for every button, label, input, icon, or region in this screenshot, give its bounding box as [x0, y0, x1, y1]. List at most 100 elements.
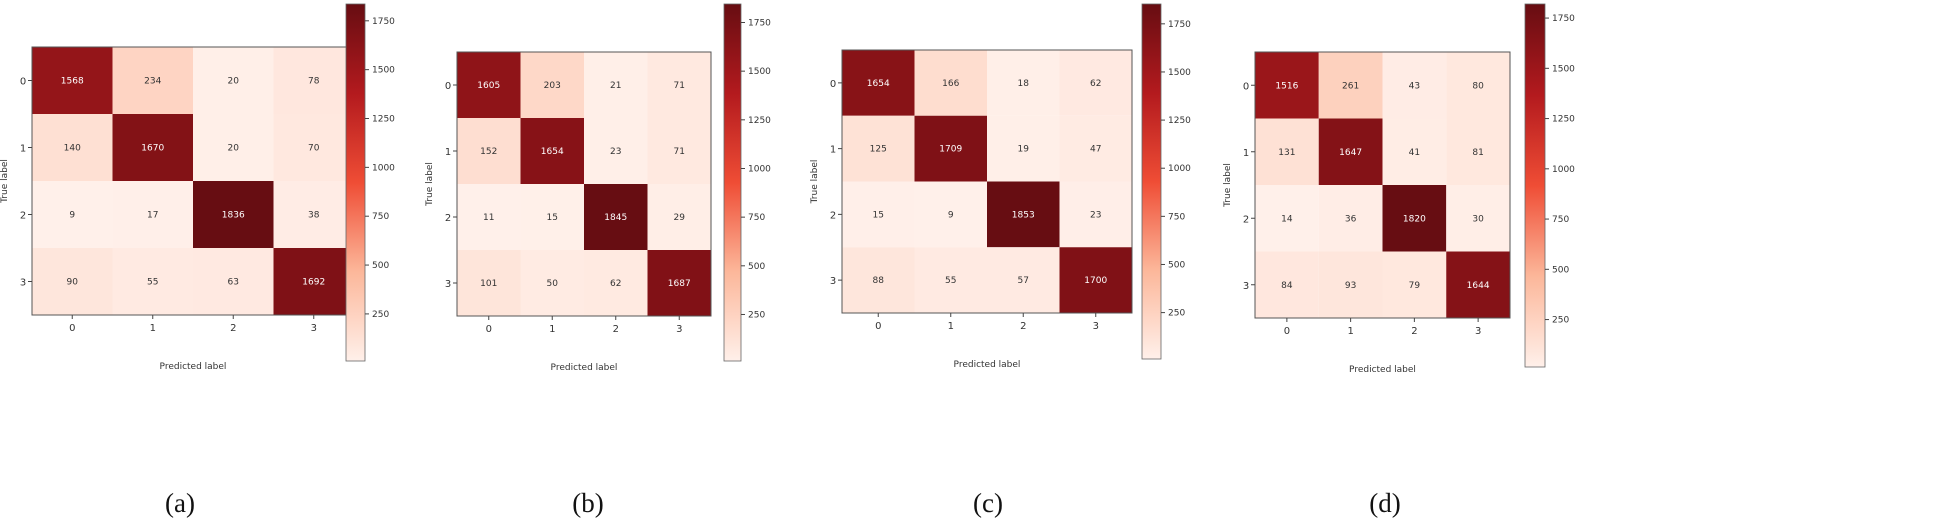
cell-value-label: 1516: [1275, 81, 1298, 91]
x-axis-label: Predicted label: [160, 362, 227, 372]
heatmap-cell: [842, 181, 915, 248]
heatmap-cell: [1382, 185, 1447, 252]
cell-value-label: 30: [1472, 214, 1484, 224]
cell-value-label: 63: [228, 278, 239, 288]
cell-value-label: 15: [873, 210, 884, 220]
heatmap-cell: [112, 47, 193, 114]
cell-value-label: 1644: [1467, 281, 1490, 291]
cell-value-label: 81: [1472, 148, 1483, 158]
panel-caption: (c): [973, 488, 1003, 518]
heatmap-cell: [1382, 251, 1447, 318]
cell-value-label: 1836: [222, 211, 245, 221]
colorbar-tick-label: 1000: [748, 164, 771, 174]
cell-value-label: 1709: [939, 145, 962, 155]
heatmap-cell: [1255, 251, 1319, 318]
colorbar-tick-label: 750: [1552, 215, 1569, 225]
cell-value-label: 23: [610, 147, 621, 157]
cell-value-label: 20: [228, 144, 240, 154]
heatmap-cell: [987, 247, 1060, 313]
heatmap-cell: [584, 184, 648, 250]
cell-value-label: 71: [674, 81, 685, 91]
heatmap-cell: [914, 50, 987, 116]
cell-value-label: 47: [1090, 145, 1101, 155]
cell-value-label: 70: [308, 144, 320, 154]
heatmap-cell: [1255, 52, 1319, 119]
cell-value-label: 17: [147, 211, 158, 221]
colorbar-tick-label: 500: [372, 261, 389, 271]
heatmap-cell: [1255, 118, 1319, 185]
x-tick-label: 0: [1284, 326, 1290, 337]
heatmap-cell: [193, 248, 274, 315]
heatmap-cell: [520, 184, 584, 250]
heatmap-cell: [520, 52, 584, 118]
heatmap-cell: [32, 114, 113, 181]
heatmap-cell: [987, 115, 1060, 182]
y-tick-label: 2: [445, 213, 451, 224]
cell-value-label: 57: [1018, 276, 1029, 286]
colorbar-tick-label: 750: [1168, 212, 1185, 222]
heatmap-cell: [1446, 251, 1510, 318]
cell-value-label: 29: [674, 213, 686, 223]
heatmap-cell: [842, 247, 915, 313]
colorbar-tick-label: 1500: [1552, 64, 1575, 74]
cell-value-label: 9: [948, 210, 954, 220]
heatmap-cell: [584, 118, 648, 184]
heatmap-cell: [273, 181, 354, 248]
x-tick-label: 2: [1020, 321, 1026, 332]
x-tick-label: 3: [1475, 326, 1481, 337]
heatmap-cell: [1059, 50, 1132, 116]
colorbar-tick-label: 500: [748, 262, 765, 272]
heatmap-cell: [647, 52, 711, 118]
heatmap-cell: [1059, 115, 1132, 182]
colorbar-tick-label: 1500: [372, 66, 395, 76]
heatmap-cell: [457, 250, 521, 316]
x-tick-label: 2: [613, 324, 619, 335]
heatmap-cell: [1446, 52, 1510, 119]
cell-value-label: 50: [547, 279, 559, 289]
cell-value-label: 18: [1018, 79, 1030, 89]
x-tick-label: 0: [486, 324, 492, 335]
cell-value-label: 36: [1345, 214, 1357, 224]
y-tick-label: 3: [445, 279, 451, 290]
y-tick-label: 2: [1243, 214, 1249, 225]
heatmap-cell: [1318, 251, 1383, 318]
matrix-frame: [841, 49, 1133, 314]
heatmap-cell: [1382, 52, 1447, 119]
cell-value-label: 1692: [302, 278, 325, 288]
cell-value-label: 1647: [1339, 148, 1362, 158]
cell-value-label: 234: [144, 77, 161, 87]
cell-value-label: 1820: [1403, 214, 1426, 224]
cell-value-label: 261: [1342, 81, 1359, 91]
colorbar-tick-label: 250: [372, 310, 389, 320]
cell-value-label: 62: [1090, 79, 1101, 89]
y-tick-label: 0: [20, 77, 26, 88]
cell-value-label: 9: [69, 211, 75, 221]
heatmap-cell: [987, 181, 1060, 248]
heatmap-cell: [32, 248, 113, 315]
cell-value-label: 166: [942, 79, 959, 89]
heatmap-cell: [647, 118, 711, 184]
y-tick-label: 1: [830, 145, 836, 156]
heatmap-cell: [1318, 185, 1383, 252]
colorbar-tick-label: 1250: [748, 116, 771, 126]
heatmap-cell: [1446, 118, 1510, 185]
heatmap-cell: [112, 181, 193, 248]
colorbar-tick-label: 1500: [748, 67, 771, 77]
colorbar-tick-label: 1750: [1168, 20, 1191, 30]
heatmap-cell: [914, 115, 987, 182]
cell-value-label: 55: [147, 278, 158, 288]
x-tick-label: 1: [1347, 326, 1353, 337]
x-tick-label: 1: [150, 323, 156, 334]
colorbar-tick-label: 500: [1168, 260, 1185, 270]
cell-value-label: 1845: [604, 213, 627, 223]
colorbar-tick-label: 1250: [1168, 116, 1191, 126]
heatmap-cell: [914, 247, 987, 313]
heatmap-cell: [1318, 52, 1383, 119]
x-tick-label: 0: [69, 323, 75, 334]
heatmap-cell: [647, 184, 711, 250]
cell-value-label: 14: [1281, 214, 1293, 224]
cell-value-label: 15: [547, 213, 558, 223]
